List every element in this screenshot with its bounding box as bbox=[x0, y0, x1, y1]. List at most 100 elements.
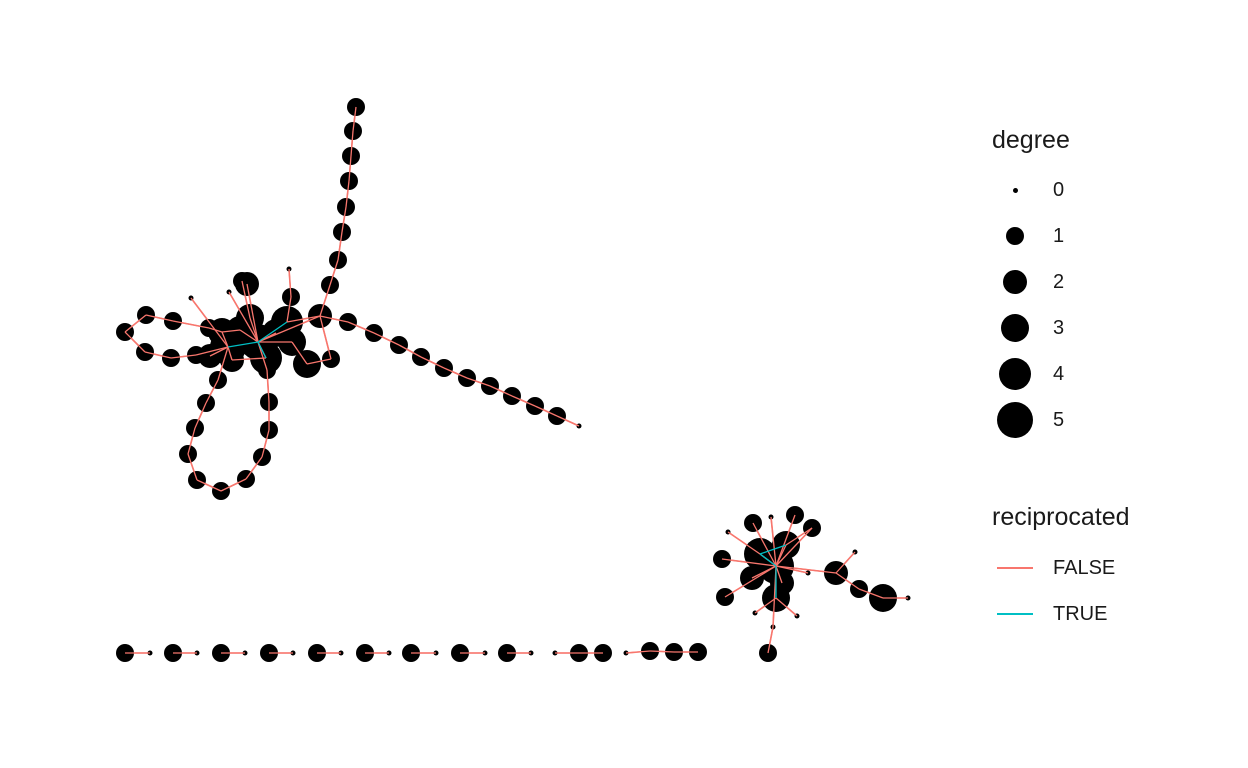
edge bbox=[556, 415, 580, 427]
legend-degree-key bbox=[992, 213, 1038, 259]
edge bbox=[347, 321, 375, 334]
edge bbox=[775, 597, 798, 617]
degree-dot-icon bbox=[1003, 270, 1027, 294]
legend-degree-item-4: 4 bbox=[992, 351, 1064, 397]
legend-degree-key bbox=[992, 397, 1038, 443]
edge bbox=[319, 315, 349, 323]
edge bbox=[209, 346, 229, 357]
edges-overlay-layer bbox=[124, 106, 908, 654]
edge bbox=[144, 351, 172, 359]
edge bbox=[752, 522, 777, 567]
edge bbox=[196, 479, 222, 492]
edge bbox=[775, 527, 813, 567]
legend-degree-key bbox=[992, 351, 1038, 397]
degree-dot-icon bbox=[1006, 227, 1024, 245]
edge bbox=[373, 332, 400, 346]
edge bbox=[306, 358, 332, 365]
edge bbox=[770, 516, 777, 567]
edge bbox=[194, 402, 207, 429]
edge bbox=[170, 354, 197, 359]
legend-degree-label: 5 bbox=[1053, 408, 1065, 431]
edge bbox=[266, 369, 270, 403]
edge bbox=[145, 314, 174, 322]
edge-reciprocated bbox=[227, 341, 259, 348]
legend-degree-item-3: 3 bbox=[992, 305, 1064, 351]
legend-degree-label: 2 bbox=[1053, 270, 1065, 293]
edge bbox=[337, 231, 343, 261]
legend-reciprocated-key bbox=[992, 591, 1038, 637]
edge bbox=[208, 327, 223, 333]
nodes-layer bbox=[116, 98, 911, 662]
edge bbox=[220, 478, 247, 492]
edge bbox=[245, 456, 263, 480]
edge bbox=[227, 346, 233, 361]
edge bbox=[398, 344, 422, 358]
legend-reciprocated-item-true: TRUE bbox=[992, 591, 1107, 637]
legend-reciprocated-label: TRUE bbox=[1053, 602, 1108, 625]
edge bbox=[291, 341, 308, 365]
legend-reciprocated-item-false: FALSE bbox=[992, 545, 1115, 591]
edge bbox=[341, 206, 347, 233]
edge bbox=[345, 180, 350, 208]
legend-degree-item-0: 0 bbox=[992, 167, 1064, 213]
edge bbox=[190, 297, 229, 348]
edge bbox=[775, 565, 809, 574]
edge bbox=[124, 314, 147, 333]
edge bbox=[239, 329, 259, 343]
edge bbox=[350, 130, 354, 157]
edge bbox=[352, 106, 357, 132]
edge bbox=[172, 320, 210, 329]
edge bbox=[221, 331, 229, 348]
edge bbox=[286, 296, 292, 323]
edge bbox=[835, 551, 856, 574]
edge bbox=[246, 283, 259, 343]
edge bbox=[205, 379, 219, 404]
legend-degree-label: 3 bbox=[1053, 316, 1065, 339]
edge bbox=[835, 572, 860, 590]
edge-line-icon bbox=[997, 613, 1033, 615]
edge bbox=[187, 427, 196, 455]
edge bbox=[187, 453, 198, 481]
edge bbox=[241, 280, 251, 319]
edge bbox=[767, 626, 774, 654]
legend-degree-item-1: 1 bbox=[992, 213, 1064, 259]
legend-degree-label: 1 bbox=[1053, 224, 1065, 247]
edge bbox=[785, 527, 813, 546]
edge bbox=[625, 650, 651, 654]
edge-reciprocated bbox=[257, 321, 288, 343]
legend-degree-label: 4 bbox=[1053, 362, 1065, 385]
legend-degree-title: degree bbox=[992, 126, 1070, 154]
edge bbox=[420, 356, 445, 369]
degree-dot-icon bbox=[1012, 187, 1018, 193]
legend-reciprocated-key bbox=[992, 545, 1038, 591]
legend-degree-key bbox=[992, 305, 1038, 351]
legend-reciprocated-title: reciprocated bbox=[992, 503, 1130, 531]
edge bbox=[288, 268, 292, 298]
edge bbox=[775, 565, 783, 584]
legend-reciprocated: reciprocated FALSE TRUE bbox=[992, 503, 1130, 625]
edge-reciprocated bbox=[257, 341, 267, 359]
edge bbox=[286, 315, 321, 323]
edge bbox=[231, 357, 267, 361]
edge bbox=[727, 531, 761, 555]
edge-reciprocated bbox=[759, 544, 787, 555]
edge bbox=[329, 259, 339, 286]
edge bbox=[217, 346, 229, 381]
edge-line-icon bbox=[997, 567, 1033, 569]
edge bbox=[754, 597, 777, 614]
edge bbox=[257, 341, 268, 371]
edge bbox=[319, 315, 332, 360]
edge bbox=[348, 155, 352, 182]
edge bbox=[858, 588, 884, 599]
legend-degree-key bbox=[992, 167, 1038, 213]
edge bbox=[261, 429, 270, 458]
edge bbox=[257, 315, 321, 343]
edge-reciprocated bbox=[759, 553, 777, 567]
legend-degree: degree 0 1 2 3 4 5 bbox=[992, 126, 1070, 438]
legend-degree-label: 0 bbox=[1053, 178, 1065, 201]
edge bbox=[124, 331, 146, 353]
degree-dot-icon bbox=[999, 358, 1031, 390]
edge bbox=[724, 565, 777, 598]
degree-dot-icon bbox=[997, 402, 1033, 438]
